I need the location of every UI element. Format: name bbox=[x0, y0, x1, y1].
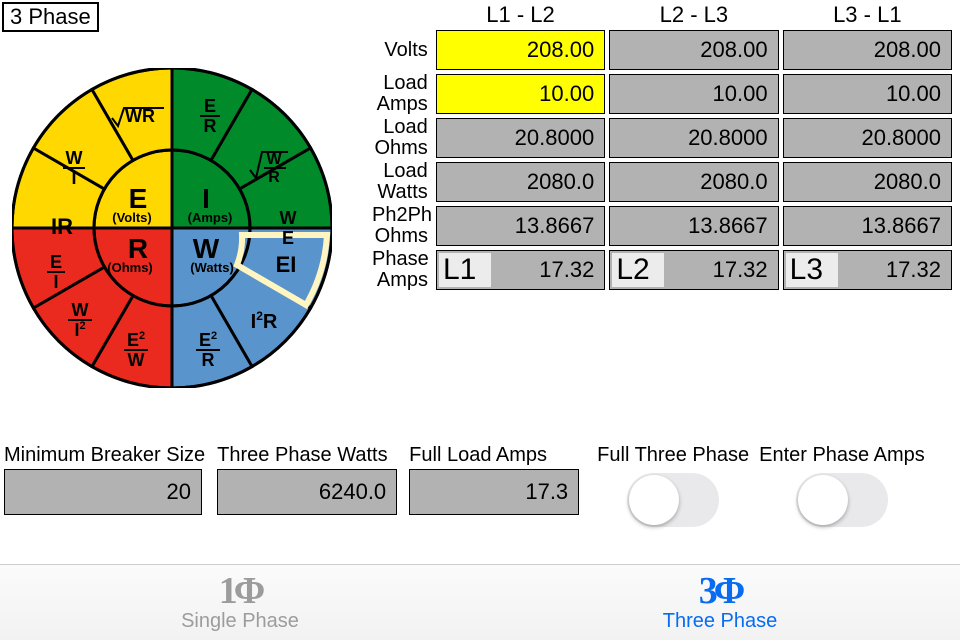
toggle-label-enter-phase-amps: Enter Phase Amps bbox=[759, 444, 925, 467]
svg-text:EI: EI bbox=[276, 252, 297, 277]
value-load-ohms-l1l2: 20.8000 bbox=[436, 118, 605, 158]
value-ph2ph-ohms-l2l3: 13.8667 bbox=[609, 206, 778, 246]
phase-prefix-l3: L3 bbox=[786, 253, 838, 287]
tab-three-phase[interactable]: 3Φ Three Phase bbox=[480, 565, 960, 640]
tab-label-three-phase: Three Phase bbox=[663, 610, 778, 633]
value-load-amps-l2l3: 10.00 bbox=[609, 74, 778, 114]
svg-text:W: W bbox=[280, 208, 297, 228]
svg-text:W: W bbox=[66, 148, 83, 168]
svg-text:R: R bbox=[204, 116, 217, 136]
svg-text:IR: IR bbox=[51, 214, 73, 239]
value-load-watts-l3l1: 2080.0 bbox=[783, 162, 952, 202]
svg-text:(Ohms): (Ohms) bbox=[107, 260, 153, 275]
svg-text:I: I bbox=[71, 168, 76, 188]
row-label-phase-amps: Phase Amps bbox=[372, 249, 434, 291]
svg-text:R: R bbox=[268, 169, 280, 186]
svg-text:I2R: I2R bbox=[251, 309, 278, 333]
row-label-load-ohms: Load Ohms bbox=[372, 117, 434, 159]
toggle-enter-phase-amps[interactable] bbox=[796, 473, 888, 527]
svg-text:W: W bbox=[72, 300, 89, 320]
svg-text:I: I bbox=[53, 272, 58, 292]
phase-prefix-l2: L2 bbox=[612, 253, 664, 287]
tab-label-single-phase: Single Phase bbox=[181, 610, 299, 633]
svg-text:W: W bbox=[266, 151, 282, 168]
phase-prefix-l1: L1 bbox=[439, 253, 491, 287]
svg-text:E: E bbox=[204, 96, 216, 116]
value-volts-l3l1: 208.00 bbox=[783, 30, 952, 70]
input-load-amps-l1l2[interactable]: 10.00 bbox=[436, 74, 605, 114]
value-ph2ph-ohms-l3l1: 13.8667 bbox=[783, 206, 952, 246]
three-phase-icon: 3Φ bbox=[699, 572, 742, 610]
value-load-watts-l2l3: 2080.0 bbox=[609, 162, 778, 202]
value-phase-amps-l1: L1 17.32 bbox=[436, 250, 605, 290]
value-load-ohms-l2l3: 20.8000 bbox=[609, 118, 778, 158]
tab-bar: 1Φ Single Phase 3Φ Three Phase bbox=[0, 564, 960, 640]
value-volts-l2l3: 208.00 bbox=[609, 30, 778, 70]
toggle-label-full-three-phase: Full Three Phase bbox=[597, 444, 749, 467]
input-volts-l1l2[interactable]: 208.00 bbox=[436, 30, 605, 70]
readout-three-phase-watts: Three Phase Watts 6240.0 bbox=[217, 444, 397, 515]
col-header-l1l2: L1 - L2 bbox=[436, 2, 605, 28]
value-load-watts-l1l2: 2080.0 bbox=[436, 162, 605, 202]
value-phase-amps-l3: L3 17.32 bbox=[783, 250, 952, 290]
col-header-l2l3: L2 - L3 bbox=[609, 2, 778, 28]
toggle-full-three-phase[interactable] bbox=[627, 473, 719, 527]
phase-values-table: L1 - L2 L2 - L3 L3 - L1 Volts 208.00 208… bbox=[372, 2, 954, 292]
tab-single-phase[interactable]: 1Φ Single Phase bbox=[0, 565, 480, 640]
ohms-law-wheel: E (Volts) I (Amps) W (Watts) R (Ohms) IR… bbox=[12, 68, 332, 388]
svg-text:E: E bbox=[50, 252, 62, 272]
mode-badge: 3 Phase bbox=[2, 2, 99, 32]
row-label-load-amps: Load Amps bbox=[372, 73, 434, 115]
row-label-ph2ph-ohms: Ph2Ph Ohms bbox=[372, 205, 434, 247]
readout-min-breaker: Minimum Breaker Size 20 bbox=[4, 444, 205, 515]
svg-text:(Amps): (Amps) bbox=[188, 210, 233, 225]
row-label-load-watts: Load Watts bbox=[372, 161, 434, 203]
single-phase-icon: 1Φ bbox=[219, 572, 262, 610]
value-load-amps-l3l1: 10.00 bbox=[783, 74, 952, 114]
svg-text:(Volts): (Volts) bbox=[112, 210, 151, 225]
value-ph2ph-ohms-l1l2: 13.8667 bbox=[436, 206, 605, 246]
svg-text:E: E bbox=[282, 228, 294, 248]
value-phase-amps-l2: L2 17.32 bbox=[609, 250, 778, 290]
value-load-ohms-l3l1: 20.8000 bbox=[783, 118, 952, 158]
svg-text:W: W bbox=[128, 350, 145, 370]
svg-text:R: R bbox=[202, 350, 215, 370]
svg-text:(Watts): (Watts) bbox=[190, 260, 234, 275]
col-header-l3l1: L3 - L1 bbox=[783, 2, 952, 28]
readout-full-load-amps: Full Load Amps 17.3 bbox=[409, 444, 579, 515]
row-label-volts: Volts bbox=[372, 40, 434, 61]
